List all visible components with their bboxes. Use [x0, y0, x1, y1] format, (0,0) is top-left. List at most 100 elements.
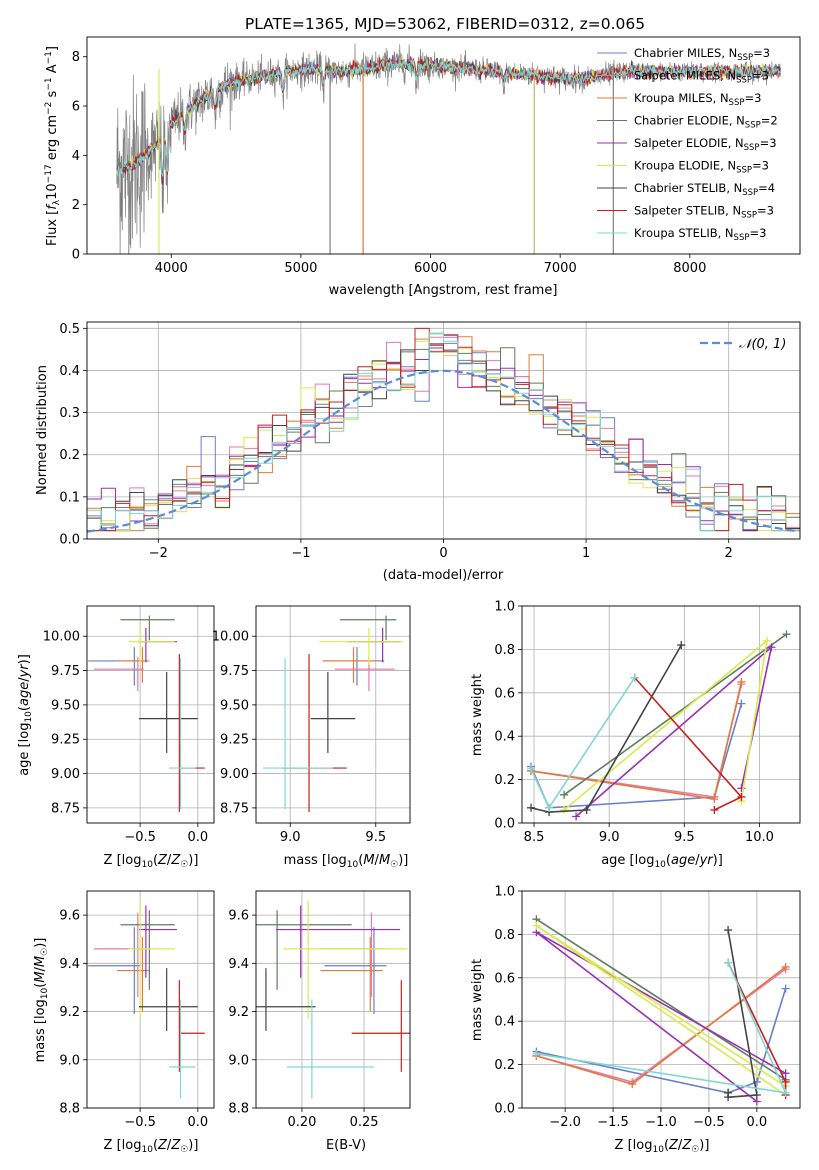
ssp-weight-marker: [781, 984, 790, 993]
figure-title: PLATE=1365, MJD=53062, FIBERID=0312, z=0…: [245, 15, 645, 33]
y-tick-label: 9.0: [59, 1053, 80, 1068]
ssp-weight-marker: [710, 795, 719, 804]
y-tick-label: 0.2: [494, 773, 515, 788]
legend-entry: Salpeter MILES, NSSP=3: [634, 69, 769, 86]
axes-frame: [86, 36, 801, 255]
ssp-weight-marker: [781, 962, 790, 971]
x-tick-label: −1: [291, 546, 310, 561]
x-tick-label: 9.5: [674, 830, 695, 845]
x-tick-label: 0.0: [187, 830, 208, 845]
residual-histogram-step: [87, 332, 800, 532]
legend-entry: 𝒩(0, 1): [739, 337, 786, 352]
ssp-weight-marker: [752, 1090, 761, 1099]
y-tick-label: 0.0: [59, 533, 80, 548]
axes-frame: [86, 321, 801, 540]
y-tick-label: 9.6: [59, 909, 80, 924]
spectrum-panel: 4000 5000 6000 7000 8000 0 2 4 6 8 wavelength [Ang…: [44, 36, 801, 298]
x-tick-label: 9.5: [365, 830, 386, 845]
age-vs-mass-panel: 9.0 9.5 8.75 9.00 9.25 9.50 9.75 10.00 mass [log…: [212, 605, 411, 870]
y-tick-label: 0.2: [494, 1058, 515, 1073]
ssp-weight-marker: [724, 926, 733, 935]
mass-vs-ebv-panel: 0.20 0.25 8.8 9.0 9.2 9.4 9.6 E(B-V): [228, 890, 411, 1153]
y-tick-label: 9.0: [228, 1053, 249, 1068]
y-tick-label: 10.00: [43, 630, 80, 645]
ssp-weight-line: [530, 644, 682, 813]
y-tick-label: 0.5: [59, 322, 80, 337]
ssp-weight-marker: [628, 1080, 637, 1089]
y-tick-label: 9.75: [220, 664, 249, 679]
y-tick-label: 9.25: [220, 733, 249, 748]
legend-entry: Kroupa MILES, NSSP=3: [634, 91, 761, 108]
y-tick-label: 6: [72, 100, 80, 115]
x-tick-label: 9.0: [280, 830, 301, 845]
ssp-weight-marker: [737, 792, 746, 801]
x-tick-label: −2.0: [549, 1115, 581, 1130]
massweight_vs_Z-plot-area: [522, 891, 800, 1108]
y-axis-label: Normed distribution: [35, 365, 50, 495]
x-tick-label: 6000: [414, 261, 447, 276]
model-spectrum-line: [116, 58, 781, 178]
ssp-weight-marker: [572, 812, 581, 821]
x-tick-label: 1: [582, 546, 590, 561]
ssp-weight-marker: [781, 1077, 790, 1086]
y-tick-label: 0.0: [494, 1102, 515, 1117]
x-axis-label: mass [log10(M/M☉)]: [284, 853, 409, 870]
x-tick-label: 9.0: [599, 830, 620, 845]
legend-entry: Kroupa STELIB, NSSP=3: [634, 226, 766, 243]
mass_vs_ebv-plot-area: [256, 891, 410, 1108]
y-tick-label: 8.8: [228, 1102, 249, 1117]
residual-histogram-panel: −2 −1 0 1 2 0.0 0.1 0.2 0.3 0.4 0.5 (data-model)/er…: [35, 321, 801, 583]
ssp-weight-marker: [724, 1093, 733, 1102]
mass-vs-metallicity-panel: −0.5 0.0 8.8 9.0 9.2 9.4 9.6 Z [log10(Z/Z☉)] mas…: [33, 890, 215, 1155]
y-tick-label: 9.25: [51, 733, 80, 748]
y-tick-label: 0.6: [494, 686, 515, 701]
x-tick-label: 8.5: [524, 830, 545, 845]
axes-frame: [255, 890, 411, 1109]
y-tick-label: 9.2: [59, 1005, 80, 1020]
x-tick-label: 4000: [155, 261, 188, 276]
axes-frame: [86, 890, 215, 1109]
ssp-weight-marker: [677, 641, 686, 650]
legend-entry: Chabrier STELIB, NSSP=4: [634, 181, 775, 198]
ssp-weight-marker: [710, 805, 719, 814]
x-axis-label: (data-model)/error: [383, 568, 504, 583]
y-tick-label: 0.8: [494, 643, 515, 658]
y-tick-label: 9.4: [228, 957, 249, 972]
x-tick-label: −0.5: [124, 1115, 156, 1130]
ssp-weight-marker: [527, 803, 536, 812]
y-tick-label: 9.2: [228, 1005, 249, 1020]
massweight-vs-metallicity-panel: −2.0 −1.5 −1.0 −0.5 0.0 0.0 0.2 0.4 0.6 0.8 1.0 Z […: [470, 885, 801, 1155]
x-axis-label: Z [log10(Z/Z☉)]: [104, 1138, 199, 1155]
ssp-weight-marker: [545, 803, 554, 812]
y-tick-label: 2: [72, 198, 80, 213]
y-tick-label: 0.4: [494, 730, 515, 745]
y-tick-label: 9.50: [220, 698, 249, 713]
massweight_vs_age-plot-area: [522, 606, 800, 823]
ssp-weight-marker: [532, 1049, 541, 1058]
legend-entry: Chabrier ELODIE, NSSP=2: [634, 114, 778, 131]
y-tick-label: 1.0: [494, 885, 515, 900]
y-tick-label: 0.2: [59, 448, 80, 463]
y-tick-label: 0: [72, 248, 80, 263]
y-tick-label: 9.75: [51, 664, 80, 679]
y-tick-label: 8.75: [220, 801, 249, 816]
legend-entry: Salpeter ELODIE, NSSP=3: [634, 136, 777, 153]
y-tick-label: 0.8: [494, 928, 515, 943]
y-axis-label: age [log10(age/yr)]: [17, 654, 34, 776]
x-tick-label: −0.5: [693, 1115, 725, 1130]
y-axis-label: Flux [fλ10−17 erg cm−2 s−1 A−1]: [44, 46, 62, 246]
y-tick-label: 8.8: [59, 1102, 80, 1117]
y-tick-label: 0.0: [494, 817, 515, 832]
legend-entry: Kroupa ELODIE, NSSP=3: [634, 159, 769, 176]
ssp-weight-marker: [767, 643, 776, 652]
x-tick-label: 8000: [673, 261, 706, 276]
y-axis-label: mass weight: [470, 674, 485, 756]
normal-distribution-curve: [87, 369, 798, 533]
x-axis-label: E(B-V): [326, 1138, 366, 1153]
x-tick-label: −0.5: [124, 830, 156, 845]
ssp-weight-marker: [724, 958, 733, 967]
x-tick-label: 0.25: [350, 1115, 379, 1130]
axes-frame: [521, 605, 801, 824]
ssp-weight-line: [535, 918, 787, 1081]
